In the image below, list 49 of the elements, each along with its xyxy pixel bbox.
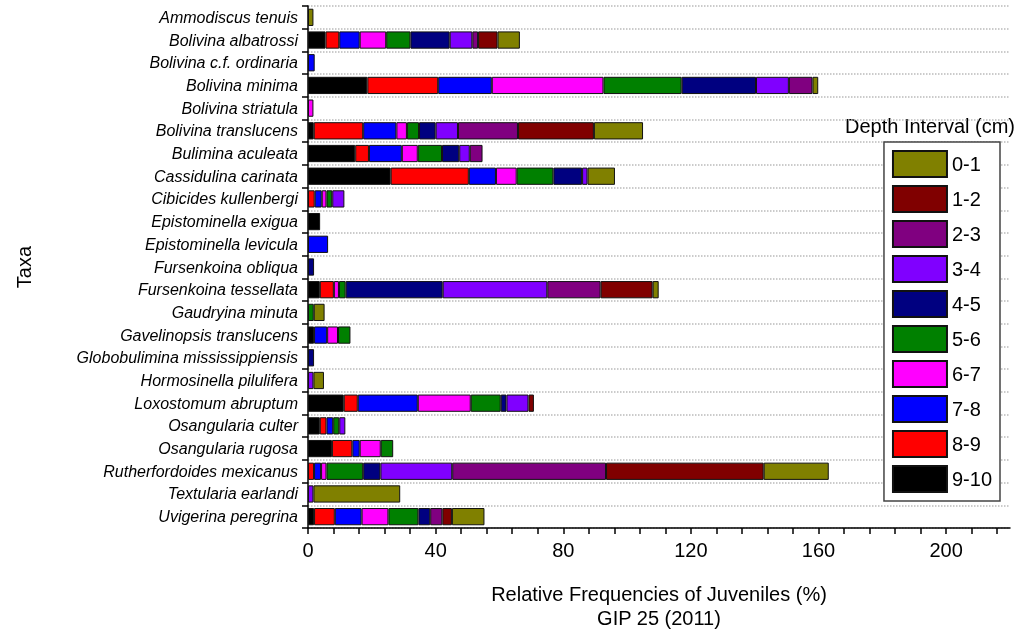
y-tick-label: Ammodiscus tenuis (158, 8, 298, 26)
y-tick-label: Osangularia rugosa (158, 440, 299, 458)
bar (308, 8, 314, 26)
x-axis-title: Relative Frequencies of Juveniles (%) (491, 583, 827, 605)
y-tick-label: Fursenkoina obliqua (153, 258, 299, 276)
legend-label: 8-9 (951, 433, 981, 455)
y-axis-title: Taxa (13, 245, 35, 289)
legend-label: 6-7 (951, 363, 981, 385)
legend-label: 4-5 (951, 293, 981, 315)
legend-label: 7-8 (951, 398, 981, 420)
y-tick-label: Uvigerina peregrina (158, 508, 299, 526)
y-tick-label: Epistominella levicula (145, 235, 299, 253)
bar (308, 99, 314, 117)
bar (308, 235, 329, 253)
y-tick-label: Loxostomum abruptum (134, 394, 298, 412)
y-tick-label: Gaudryina minuta (171, 303, 299, 321)
legend-title: Depth Interval (cm) (844, 115, 1016, 137)
legend-label: 1-2 (951, 188, 981, 210)
y-tick-label: Cibicides kullenbergi (151, 190, 299, 208)
y-tick-label: Bolivina c.f. ordinaria (149, 54, 299, 72)
y-tick-label: Globobulimina mississippiensis (76, 349, 298, 367)
x-tick-label: 0 (302, 539, 314, 561)
y-tick-label: Hormosinella pilulifera (140, 371, 299, 389)
y-tick-label: Bulimina aculeata (171, 145, 299, 163)
text: GIP 25 (2011) (597, 607, 721, 629)
bar (308, 349, 315, 367)
y-tick-label: Osangularia culter (168, 417, 299, 435)
x-tick-label: 80 (552, 539, 575, 561)
y-tick-label: Bolivina translucens (155, 122, 298, 140)
x-tick-label: 40 (424, 539, 447, 561)
y-tick-label: Fursenkoina tessellata (137, 281, 299, 299)
bar (308, 54, 315, 72)
legend-label: 3-4 (951, 258, 981, 280)
legend-label: 0-1 (951, 153, 981, 175)
legend-label: 9-10 (951, 468, 992, 490)
x-tick-label: 200 (929, 539, 963, 561)
y-tick-label: Bolivina striatula (181, 99, 299, 117)
y-tick-label: Epistominella exigua (151, 213, 299, 231)
x-tick-label: 160 (801, 539, 836, 561)
y-tick-label: Textularia earlandi (167, 485, 299, 503)
y-tick-label: Cassidulina carinata (153, 167, 299, 185)
y-tick-label: Bolivina minima (185, 76, 299, 94)
y-tick-label: Rutherfordoides mexicanus (103, 462, 298, 480)
x-tick-label: 120 (674, 539, 708, 561)
legend-label: 2-3 (951, 223, 981, 245)
y-tick-label: Bolivina albatrossi (169, 31, 299, 49)
legend-label: 5-6 (951, 328, 981, 350)
y-tick-label: Gavelinopsis translucens (120, 326, 298, 344)
bar (308, 258, 315, 276)
